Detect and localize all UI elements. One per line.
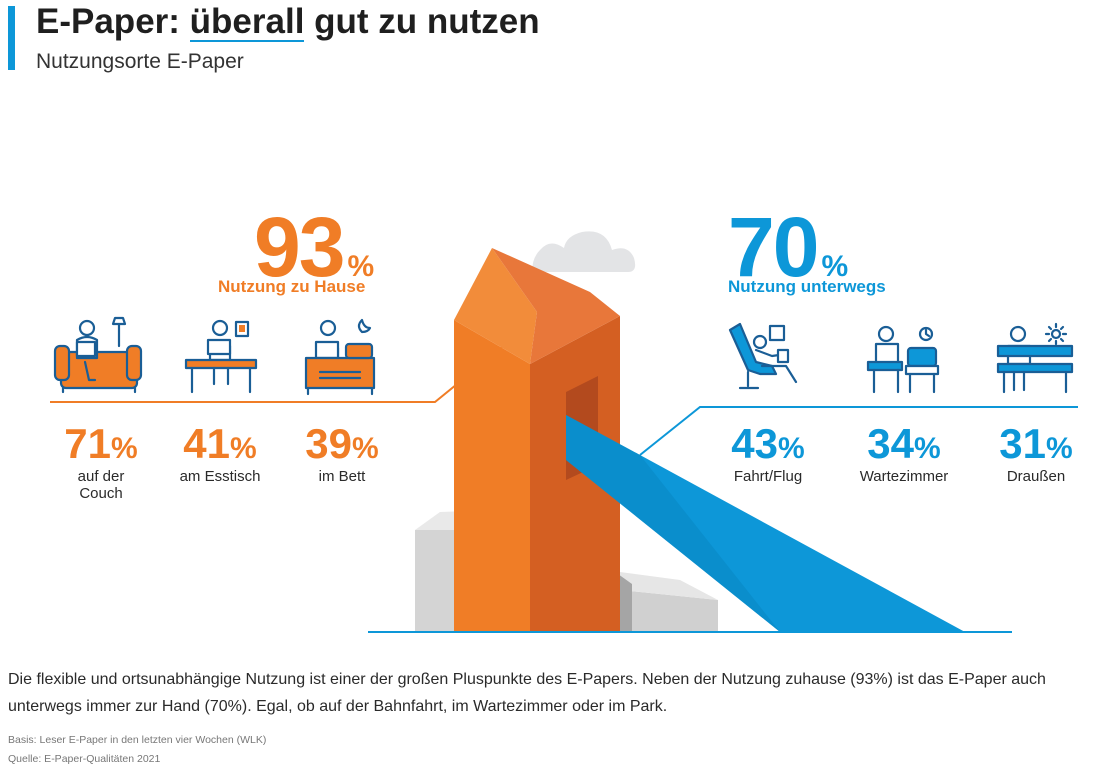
page-subtitle: Nutzungsorte E-Paper	[36, 50, 244, 73]
table-reader-icon	[184, 319, 258, 394]
home-total-percent: %	[347, 250, 375, 283]
couch-reader-icon	[53, 316, 143, 394]
gray-building-right-top	[620, 572, 718, 600]
basis-note: Basis: Leser E-Paper in den letzten vier…	[8, 734, 267, 746]
stat-couch: 71% auf der Couch	[64, 420, 138, 503]
stat-dining-table: 41% am Esstisch	[150, 420, 290, 486]
bed-reader-icon	[304, 318, 376, 396]
mobile-total-value: 70	[728, 200, 819, 294]
stat-travel-value: 43	[731, 420, 779, 467]
stat-travel-label: Fahrt/Flug	[733, 468, 803, 485]
home-total: 93%	[254, 205, 374, 289]
stat-couch-value: 71	[64, 420, 112, 467]
home-total-value: 93	[254, 200, 345, 294]
stat-dining-table-value: 41	[183, 420, 231, 467]
gray-building-right-front	[620, 590, 718, 632]
title-suffix: gut zu nutzen	[304, 2, 540, 41]
stat-outdoors-label: Draußen	[1006, 468, 1066, 485]
stat-waiting-room-label: Wartezimmer	[859, 468, 949, 485]
stat-waiting-room-value: 34	[867, 420, 915, 467]
waiting-room-icon	[866, 325, 940, 394]
mobile-usage-beam-shade	[566, 415, 780, 632]
mobile-total-percent: %	[821, 250, 849, 283]
infographic-scene	[50, 231, 1078, 633]
page-title: E-Paper: überall gut zu nutzen	[36, 0, 540, 44]
stat-dining-table-label: am Esstisch	[179, 468, 261, 485]
gray-building-right-side	[618, 574, 632, 632]
stat-bed-label: im Bett	[318, 468, 366, 485]
title-accent-bar	[8, 6, 15, 70]
travel-seat-icon	[728, 322, 798, 390]
title-prefix: E-Paper:	[36, 2, 190, 41]
stat-travel: 43% Fahrt/Flug	[698, 420, 838, 486]
title-highlight: überall	[189, 2, 305, 42]
house-roof-front	[454, 248, 537, 364]
stat-outdoors: 31% Draußen	[966, 420, 1101, 486]
mobile-total: 70%	[728, 205, 848, 289]
stat-bed-value: 39	[305, 420, 353, 467]
mobile-connector-line	[639, 406, 1078, 456]
stat-outdoors-value: 31	[999, 420, 1047, 467]
stat-bed: 39% im Bett	[272, 420, 412, 486]
source-note: Quelle: E-Paper-Qualitäten 2021	[8, 753, 161, 765]
home-category-label: Nutzung zu Hause	[218, 277, 366, 296]
outdoor-bench-icon	[996, 322, 1074, 394]
mobile-usage-beam	[566, 415, 965, 632]
house-roof-side	[492, 248, 620, 364]
stat-waiting-room: 34% Wartezimmer	[834, 420, 974, 486]
cloud-illustration	[532, 231, 636, 272]
description-text: Die flexible und ortsunabhängige Nutzung…	[8, 671, 1046, 715]
stat-couch-label: auf der Couch	[77, 468, 125, 502]
mobile-category-label: Nutzung unterwegs	[728, 277, 886, 296]
house-front-wall	[454, 320, 530, 632]
